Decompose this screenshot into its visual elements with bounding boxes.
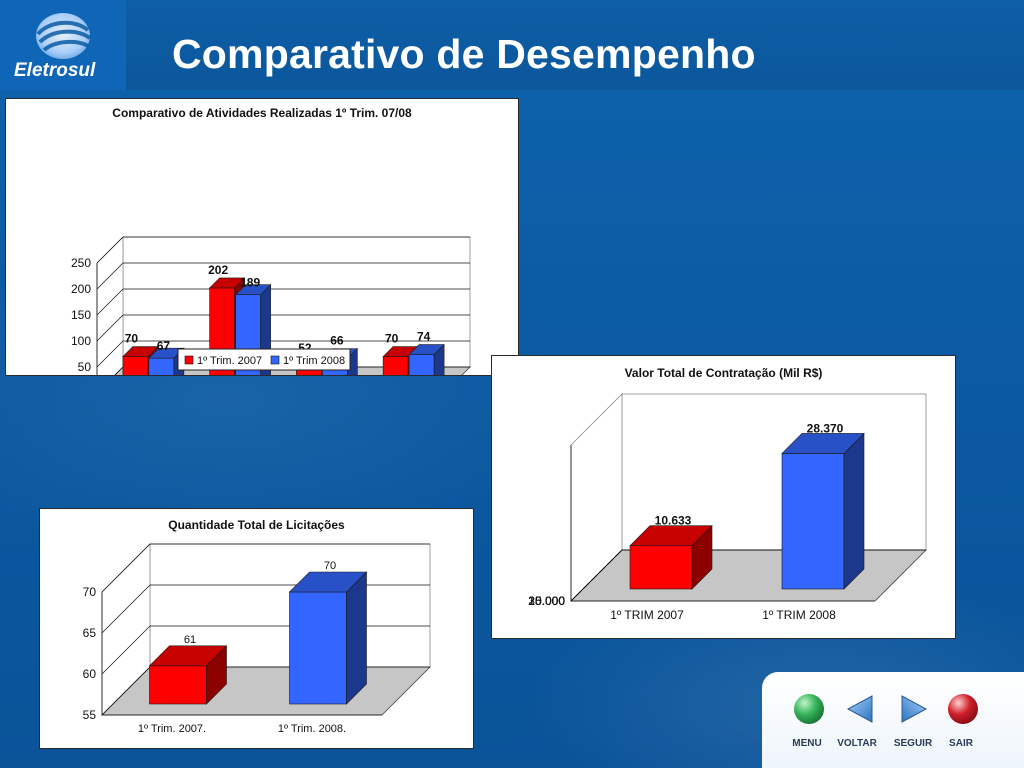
bar xyxy=(288,571,368,705)
y-tick-label: 70 xyxy=(83,585,97,599)
chart-activities-title: Comparativo de Atividades Realizadas 1º … xyxy=(112,106,412,120)
x-tick-label: 1º TRIM 2008 xyxy=(762,608,836,622)
y-tick-label: 250 xyxy=(71,256,91,270)
chart-biddings-svg: 55 60 65 70 61 1º Trim. 2007. 70 1º Trim. 2008. xyxy=(83,543,431,735)
green-circle-icon xyxy=(794,694,824,724)
data-label: 202 xyxy=(208,263,228,277)
y-tick-label: 10.000 xyxy=(528,594,565,608)
header-bar xyxy=(0,0,1024,90)
y-tick-label: 15.000 xyxy=(528,594,565,608)
globe-icon xyxy=(36,13,92,59)
navigation-panel: MENU VOLTAR SEGUIR SAIR xyxy=(762,672,1024,768)
y-tick-label: 60 xyxy=(83,667,97,681)
exit-button[interactable]: SAIR xyxy=(930,690,992,762)
legend-swatch xyxy=(184,355,194,365)
exit-label: SAIR xyxy=(949,738,973,749)
data-label: 61 xyxy=(184,634,196,646)
x-tick-label: 1º Trim. 2008. xyxy=(278,723,346,735)
chart-contract-value-panel: Valor Total de Contratação (Mil R$) 0 5.0… xyxy=(491,355,956,639)
data-label: 70 xyxy=(125,332,139,346)
y-tick-label: 30.000 xyxy=(528,594,565,608)
back-label: VOLTAR xyxy=(837,738,877,749)
data-label: 67 xyxy=(157,339,171,353)
bar xyxy=(629,524,713,590)
chart-activities-svg: 0501001502002507067RequisiçõesAvaliadas2… xyxy=(71,236,471,375)
bar xyxy=(408,343,445,375)
y-tick-label: 65 xyxy=(83,626,97,640)
plot-frame xyxy=(96,236,471,375)
menu-label: MENU xyxy=(792,738,822,749)
menu-button[interactable]: MENU xyxy=(776,690,838,762)
chart-biddings-panel: Quantidade Total de Licitações 55 60 65 70 6… xyxy=(39,508,474,749)
data-label: 189 xyxy=(240,276,260,290)
x-tick-label: 1º Trim. 2007. xyxy=(138,723,206,735)
y-tick-label: 25.000 xyxy=(528,594,565,608)
y-tick-label: 55 xyxy=(83,708,97,722)
y-tick-label: 150 xyxy=(71,308,91,322)
forward-label: SEGUIR xyxy=(893,738,933,749)
x-tick-label: 1º TRIM 2007 xyxy=(610,608,684,622)
legend xyxy=(177,348,351,371)
plot-frame xyxy=(570,393,927,602)
logo-text: Eletrosul xyxy=(14,60,96,81)
chart-activities-panel: Comparativo de Atividades Realizadas 1º … xyxy=(5,98,519,376)
page-title: Comparativo de Desempenho xyxy=(172,31,756,77)
y-tick-label: 100 xyxy=(71,334,91,348)
y-tick-label: 0 xyxy=(558,594,565,608)
chart-contract-value-title: Valor Total de Contratação (Mil R$) xyxy=(624,366,823,380)
back-arrow-icon xyxy=(846,695,873,723)
y-tick-label: 5.000 xyxy=(535,594,565,608)
data-label: 70 xyxy=(324,560,336,572)
forward-arrow-icon xyxy=(901,695,928,723)
eletrosul-logo: Eletrosul xyxy=(0,0,126,90)
chart-biddings-title: Quantidade Total de Licitações xyxy=(168,518,345,532)
legend-label: 1º Trim. 2007 xyxy=(197,355,262,367)
data-label: 10.633 xyxy=(655,514,692,528)
y-tick-label: 20.000 xyxy=(528,594,565,608)
data-label: 70 xyxy=(385,332,399,346)
y-tick-label: 200 xyxy=(71,282,91,296)
bar xyxy=(781,432,865,590)
data-label: 66 xyxy=(330,334,344,348)
back-button[interactable]: VOLTAR xyxy=(826,690,888,762)
bar xyxy=(148,645,228,705)
y-tick-label: 50 xyxy=(78,360,92,374)
forward-button[interactable]: SEGUIR xyxy=(882,690,944,762)
data-label: 74 xyxy=(417,330,431,344)
red-circle-icon xyxy=(948,694,978,724)
legend-swatch xyxy=(270,355,280,365)
data-label: 28.370 xyxy=(807,421,844,435)
legend-label: 1º Trim 2008 xyxy=(283,355,345,367)
